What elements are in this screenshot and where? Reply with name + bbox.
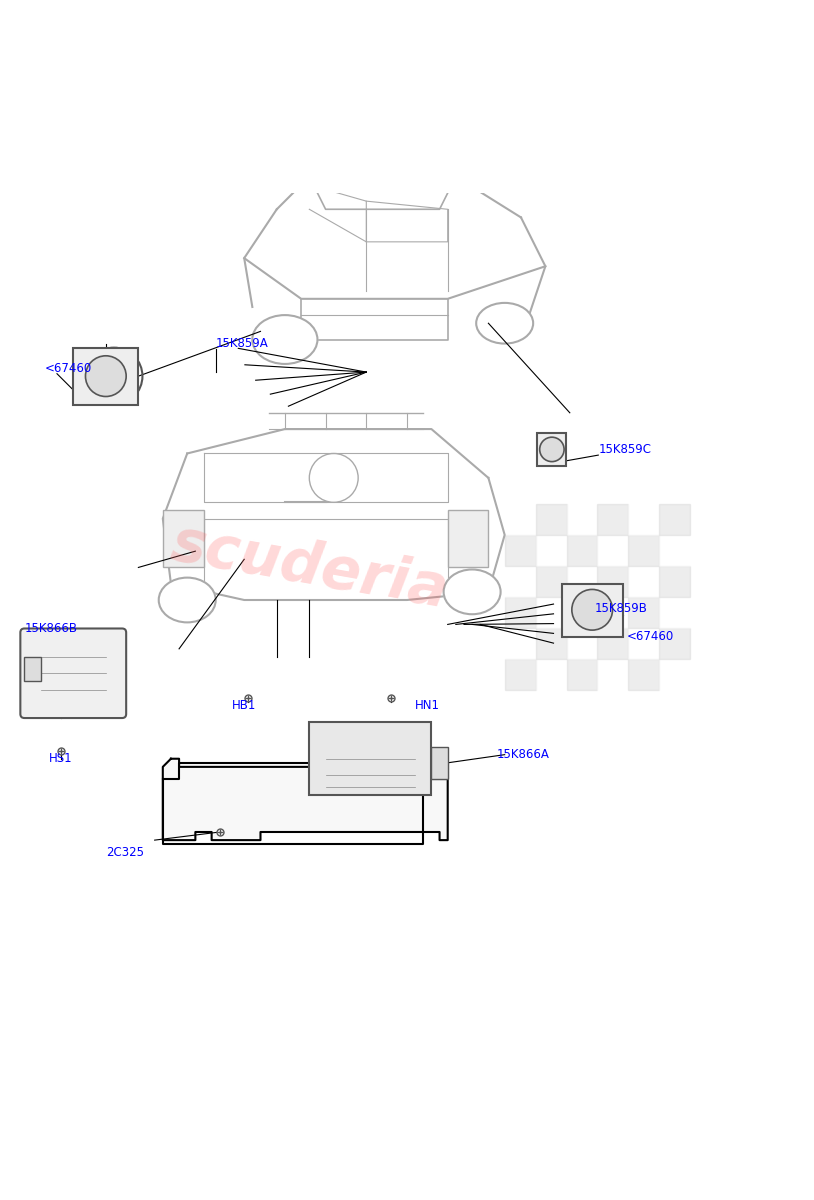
Bar bbox=[567, 659, 597, 690]
Text: <67460: <67460 bbox=[45, 361, 92, 374]
Text: HN1: HN1 bbox=[415, 700, 440, 713]
Bar bbox=[163, 510, 204, 568]
Bar bbox=[448, 510, 488, 568]
Text: 2C325: 2C325 bbox=[106, 846, 144, 859]
Bar bbox=[597, 628, 628, 659]
Bar bbox=[536, 504, 567, 535]
Text: scuderia: scuderia bbox=[166, 515, 453, 620]
Text: 15K859C: 15K859C bbox=[598, 443, 651, 456]
Bar bbox=[536, 535, 567, 566]
Bar bbox=[567, 504, 597, 535]
Bar bbox=[597, 659, 628, 690]
Bar bbox=[628, 659, 659, 690]
Bar bbox=[73, 348, 138, 404]
Bar bbox=[628, 596, 659, 628]
Circle shape bbox=[571, 589, 613, 630]
Text: 15K859A: 15K859A bbox=[216, 337, 269, 350]
Bar bbox=[24, 656, 41, 682]
Bar bbox=[597, 504, 628, 535]
Bar bbox=[659, 535, 690, 566]
Bar bbox=[628, 628, 659, 659]
Bar bbox=[537, 433, 566, 466]
Bar bbox=[536, 628, 567, 659]
Bar bbox=[659, 659, 690, 690]
Bar bbox=[628, 566, 659, 596]
Bar bbox=[628, 504, 659, 535]
Polygon shape bbox=[163, 758, 448, 840]
Ellipse shape bbox=[444, 570, 501, 614]
FancyBboxPatch shape bbox=[20, 629, 126, 718]
Text: HS1: HS1 bbox=[49, 752, 72, 766]
Bar bbox=[536, 566, 567, 596]
Text: HB1: HB1 bbox=[232, 700, 256, 713]
Text: <67460: <67460 bbox=[627, 630, 674, 643]
Bar bbox=[505, 596, 536, 628]
Bar bbox=[567, 628, 597, 659]
Bar bbox=[597, 535, 628, 566]
Text: 15K866B: 15K866B bbox=[24, 622, 77, 635]
Bar bbox=[659, 504, 690, 535]
Bar bbox=[597, 596, 628, 628]
Bar bbox=[536, 659, 567, 690]
Bar bbox=[567, 535, 597, 566]
Bar bbox=[505, 504, 536, 535]
Ellipse shape bbox=[159, 577, 216, 623]
Bar bbox=[505, 628, 536, 659]
Bar bbox=[567, 566, 597, 596]
Bar bbox=[309, 722, 431, 796]
Bar bbox=[567, 596, 597, 628]
Bar bbox=[536, 596, 567, 628]
Bar bbox=[597, 566, 628, 596]
Bar bbox=[562, 583, 623, 637]
Bar bbox=[505, 659, 536, 690]
Circle shape bbox=[85, 355, 126, 396]
Ellipse shape bbox=[476, 302, 533, 343]
Bar bbox=[659, 566, 690, 596]
Bar bbox=[431, 746, 448, 779]
Text: 15K866A: 15K866A bbox=[497, 748, 549, 761]
Bar bbox=[505, 566, 536, 596]
Bar bbox=[628, 535, 659, 566]
Bar bbox=[505, 535, 536, 566]
Bar bbox=[659, 628, 690, 659]
Circle shape bbox=[540, 437, 564, 462]
Bar bbox=[659, 596, 690, 628]
Ellipse shape bbox=[252, 316, 317, 364]
Text: 15K859B: 15K859B bbox=[594, 601, 647, 614]
